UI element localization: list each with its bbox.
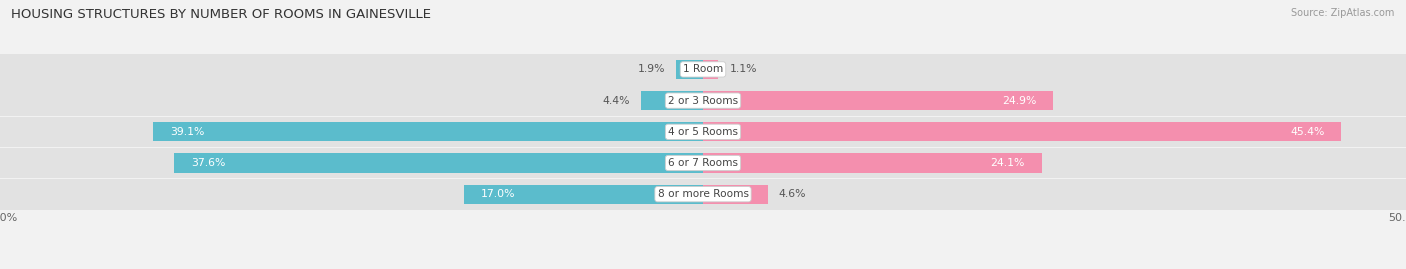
Bar (0, 85, 1406, 116)
Bar (153, 122, 703, 141)
Text: 37.6%: 37.6% (191, 158, 225, 168)
Text: 4.6%: 4.6% (779, 189, 807, 199)
Text: 6 or 7 Rooms: 6 or 7 Rooms (668, 158, 738, 168)
Text: 45.4%: 45.4% (1291, 127, 1324, 137)
Text: 39.1%: 39.1% (170, 127, 204, 137)
Text: 4.4%: 4.4% (602, 95, 630, 106)
Bar (703, 60, 718, 79)
Bar (703, 91, 1053, 110)
Bar (703, 122, 1341, 141)
Bar (0, 54, 1406, 85)
Text: 24.9%: 24.9% (1002, 95, 1036, 106)
Bar (0, 179, 1406, 210)
Text: 2 or 3 Rooms: 2 or 3 Rooms (668, 95, 738, 106)
Text: 4 or 5 Rooms: 4 or 5 Rooms (668, 127, 738, 137)
Text: 24.1%: 24.1% (991, 158, 1025, 168)
Bar (0, 148, 1406, 178)
Bar (464, 185, 703, 204)
Text: 8 or more Rooms: 8 or more Rooms (658, 189, 748, 199)
Text: 1.9%: 1.9% (637, 64, 665, 75)
Bar (641, 91, 703, 110)
Text: 1 Room: 1 Room (683, 64, 723, 75)
Text: 17.0%: 17.0% (481, 189, 516, 199)
Text: Source: ZipAtlas.com: Source: ZipAtlas.com (1291, 8, 1395, 18)
Bar (703, 153, 1042, 173)
Bar (703, 185, 768, 204)
Bar (676, 60, 703, 79)
Bar (0, 116, 1406, 147)
Text: 1.1%: 1.1% (730, 64, 758, 75)
Legend: Owner-occupied, Renter-occupied: Owner-occupied, Renter-occupied (591, 267, 815, 269)
Text: HOUSING STRUCTURES BY NUMBER OF ROOMS IN GAINESVILLE: HOUSING STRUCTURES BY NUMBER OF ROOMS IN… (11, 8, 432, 21)
Bar (174, 153, 703, 173)
